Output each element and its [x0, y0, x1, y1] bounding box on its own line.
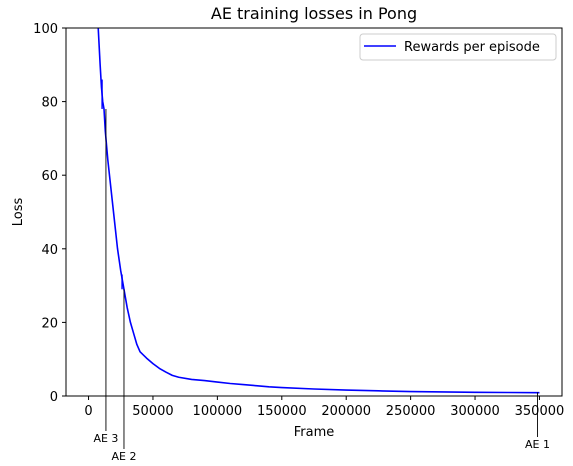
series-layer — [97, 28, 540, 394]
annotation-label: AE 2 — [111, 450, 136, 463]
annotation-label: AE 3 — [93, 432, 118, 445]
y-tick-label: 80 — [41, 96, 58, 111]
y-tick-label: 0 — [50, 390, 58, 405]
x-tick-label: 150000 — [257, 404, 307, 419]
series-line — [97, 28, 540, 394]
x-tick-label: 250000 — [386, 404, 436, 419]
annotation-label: AE 1 — [525, 438, 550, 451]
x-tick-label: 200000 — [321, 404, 371, 419]
x-tick-label: 350000 — [515, 404, 565, 419]
y-tick-label: 20 — [41, 316, 58, 331]
annotation-layer: AE 3 AE 2 AE 1 — [93, 108, 550, 463]
x-tick-label: 0 — [84, 404, 92, 419]
legend-label: Rewards per episode — [404, 40, 540, 55]
legend: Rewards per episode — [359, 33, 557, 61]
chart-title: AE training losses in Pong — [211, 4, 417, 23]
y-tick-label: 100 — [33, 22, 58, 37]
x-axis-ticks: 0 50000 100000 150000 200000 250000 300000 3500… — [84, 396, 564, 419]
y-tick-label: 60 — [41, 169, 58, 184]
x-tick-label: 100000 — [193, 404, 243, 419]
x-tick-label: 50000 — [132, 404, 173, 419]
y-axis-label: Loss — [11, 198, 26, 227]
y-axis-ticks: 0 20 40 60 80 100 — [33, 22, 66, 405]
legend-box — [359, 33, 557, 61]
y-tick-label: 40 — [41, 243, 58, 258]
x-axis-label: Frame — [294, 425, 335, 440]
plot-frame — [65, 27, 563, 397]
x-tick-label: 300000 — [450, 404, 500, 419]
